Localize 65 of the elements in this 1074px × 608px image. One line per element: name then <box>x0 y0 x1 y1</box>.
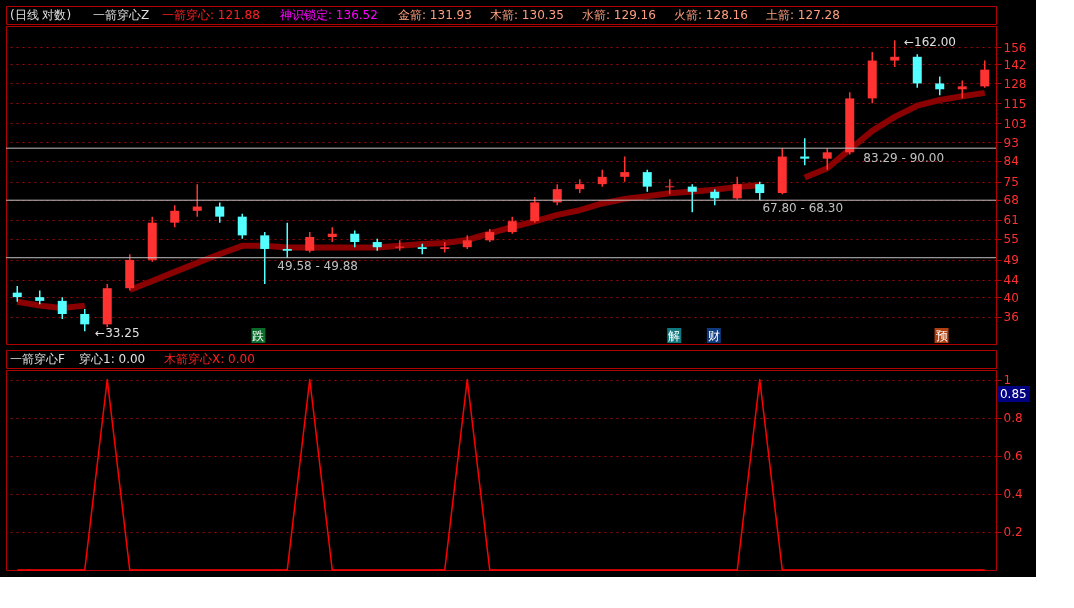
y-tick-label: 68 <box>1003 193 1019 208</box>
candlestick <box>530 196 540 224</box>
text: 木箭: 130.35 <box>490 8 564 22</box>
candlestick <box>192 183 202 218</box>
candlestick <box>620 155 630 183</box>
annotation: 83.29 - 90.00 <box>863 150 945 165</box>
candlestick <box>755 180 765 201</box>
candlestick <box>35 289 45 305</box>
annotation: ←33.25 <box>95 325 140 340</box>
y-tick-label: 84 <box>1003 154 1019 169</box>
y-tick-label: 156 <box>1003 40 1027 55</box>
candlestick <box>890 39 900 68</box>
y-tick-label: 0.2 <box>1003 525 1023 540</box>
annotation: ←162.00 <box>903 34 956 49</box>
candlestick <box>980 59 990 89</box>
ref-line-label: 67.80 - 68.30 <box>762 201 844 216</box>
candlestick <box>732 176 742 201</box>
candlestick <box>305 231 315 254</box>
text: 火箭: 128.16 <box>674 8 748 22</box>
annotation: 预 <box>935 329 948 343</box>
candlestick <box>395 239 405 252</box>
text: 神识锁定: 136.52 <box>280 8 378 22</box>
text: 水箭: 129.16 <box>582 8 656 22</box>
y-tick-label: 103 <box>1003 116 1027 131</box>
candlestick <box>440 241 450 254</box>
candlestick <box>642 169 652 193</box>
text: 0.85 <box>999 387 1027 401</box>
text: 一箭穿心Z <box>93 8 150 22</box>
y-tick-label: 142 <box>1003 57 1027 72</box>
y-tick-label: 55 <box>1003 232 1019 247</box>
y-tick-label: 0.4 <box>1003 487 1023 502</box>
candlestick <box>215 201 225 224</box>
y-tick-label: 1 <box>1003 373 1012 388</box>
y-tick-label: 0.6 <box>1003 449 1023 464</box>
annotation: 财 <box>707 329 720 343</box>
annotation: 解 <box>668 329 681 343</box>
chart-title: (日线 对数) <box>10 8 72 22</box>
text: 穿心1: 0.00 <box>79 352 146 366</box>
candlestick <box>80 308 90 332</box>
y-tick-label: 75 <box>1003 175 1019 190</box>
y-tick-label: 0.8 <box>1003 411 1023 426</box>
candlestick <box>687 183 697 214</box>
annotation: 跌 <box>252 329 265 343</box>
chart-title: 一箭穿心F <box>10 352 65 366</box>
y-tick-label: 128 <box>1003 76 1027 91</box>
y-tick-label: 36 <box>1003 310 1019 325</box>
candlestick <box>57 296 67 320</box>
y-tick-label: 49 <box>1003 253 1019 268</box>
candlestick <box>282 221 292 259</box>
y-tick-label: 61 <box>1003 213 1019 228</box>
text: 金箭: 131.93 <box>398 8 472 22</box>
candlestick <box>935 75 945 97</box>
text: 木箭穿心X: 0.00 <box>164 352 255 366</box>
candlestick <box>822 147 832 171</box>
y-tick-label: 93 <box>1003 135 1019 150</box>
candlestick <box>260 231 270 285</box>
y-tick-label: 44 <box>1003 273 1019 288</box>
candlestick <box>237 212 247 240</box>
candlestick <box>170 204 180 229</box>
ref-line-label: 49.58 - 49.88 <box>277 258 358 273</box>
y-tick-label: 40 <box>1003 290 1019 305</box>
y-tick-label: 115 <box>1003 96 1027 111</box>
candlestick <box>800 137 810 167</box>
text: 一箭穿心: 121.88 <box>162 8 260 22</box>
text: 土箭: 127.28 <box>766 8 840 22</box>
